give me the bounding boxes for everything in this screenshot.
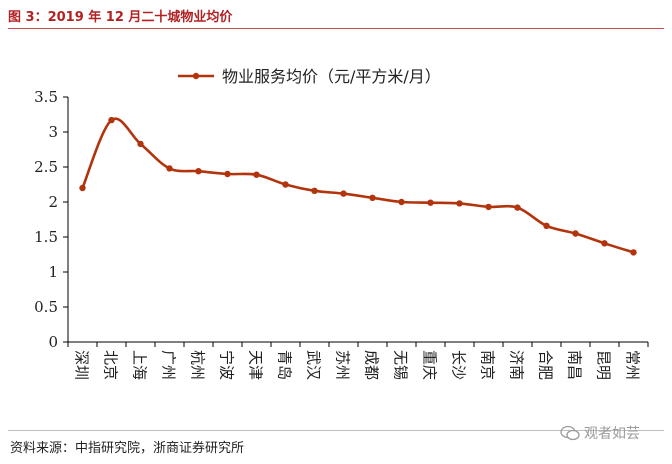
y-tick-label: 2.5: [34, 158, 58, 176]
x-tick-label: 宁波: [218, 350, 236, 380]
x-tick-label: 青岛: [276, 350, 294, 380]
x-tick-label: 南昌: [566, 350, 584, 380]
figure-title: 图 3：2019 年 12 月二十城物业均价: [8, 10, 233, 25]
data-point: [311, 187, 318, 194]
data-point: [398, 198, 405, 206]
watermark-text: 观者如芸: [584, 426, 640, 442]
x-tick-label: 南京: [479, 350, 497, 380]
data-point: [427, 199, 434, 206]
data-point: [282, 181, 289, 188]
x-tick-label: 重庆: [421, 350, 439, 380]
x-tick-label: 无锡: [392, 350, 410, 380]
x-tick-label: 成都: [363, 350, 381, 380]
title-divider: [8, 28, 664, 29]
data-point: [195, 168, 202, 175]
data-point: [543, 222, 550, 229]
data-point: [630, 249, 637, 256]
data-point: [601, 240, 608, 247]
y-tick-label: 1: [48, 263, 58, 281]
x-tick-label: 广州: [160, 350, 178, 380]
series-line: [81, 117, 634, 254]
x-tick-label: 济南: [508, 350, 526, 380]
wechat-icon: [560, 425, 580, 441]
data-point: [166, 165, 173, 172]
data-point: [369, 194, 376, 201]
y-tick-label: 0.5: [34, 298, 58, 316]
data-point: [456, 200, 463, 207]
y-tick-label: 3.5: [34, 88, 58, 106]
x-tick-label: 昆明: [595, 350, 613, 380]
source-note: 资料来源：中指研究院，浙商证券研究所: [10, 441, 245, 456]
y-tick-label: 3: [48, 123, 58, 141]
data-point: [514, 204, 521, 211]
data-point: [485, 203, 492, 211]
data-point: [224, 170, 231, 178]
x-tick-label: 杭州: [189, 350, 207, 380]
x-tick-label: 苏州: [334, 350, 352, 380]
x-tick-label: 常州: [624, 350, 642, 380]
x-tick-label: 武汉: [305, 350, 323, 380]
x-tick-label: 合肥: [537, 350, 555, 380]
watermark: 观者如芸: [560, 422, 640, 444]
x-tick-label: 深圳: [73, 350, 91, 380]
legend-swatch-marker: [192, 72, 200, 80]
x-tick-label: 长沙: [450, 350, 468, 380]
data-point: [137, 140, 144, 148]
footer-divider: [8, 430, 664, 431]
x-tick-label: 北京: [102, 350, 120, 380]
data-point: [340, 190, 347, 197]
data-point: [108, 116, 115, 124]
y-tick-label: 1.5: [34, 228, 58, 246]
y-tick-label: 0: [48, 333, 58, 351]
y-tick-label: 2: [48, 193, 58, 211]
x-tick-label: 上海: [131, 350, 149, 380]
data-point: [253, 171, 260, 178]
data-point: [572, 230, 579, 237]
legend-label: 物业服务均价（元/平方米/月）: [222, 67, 441, 86]
data-point: [79, 184, 86, 192]
x-tick-label: 天津: [247, 350, 265, 380]
